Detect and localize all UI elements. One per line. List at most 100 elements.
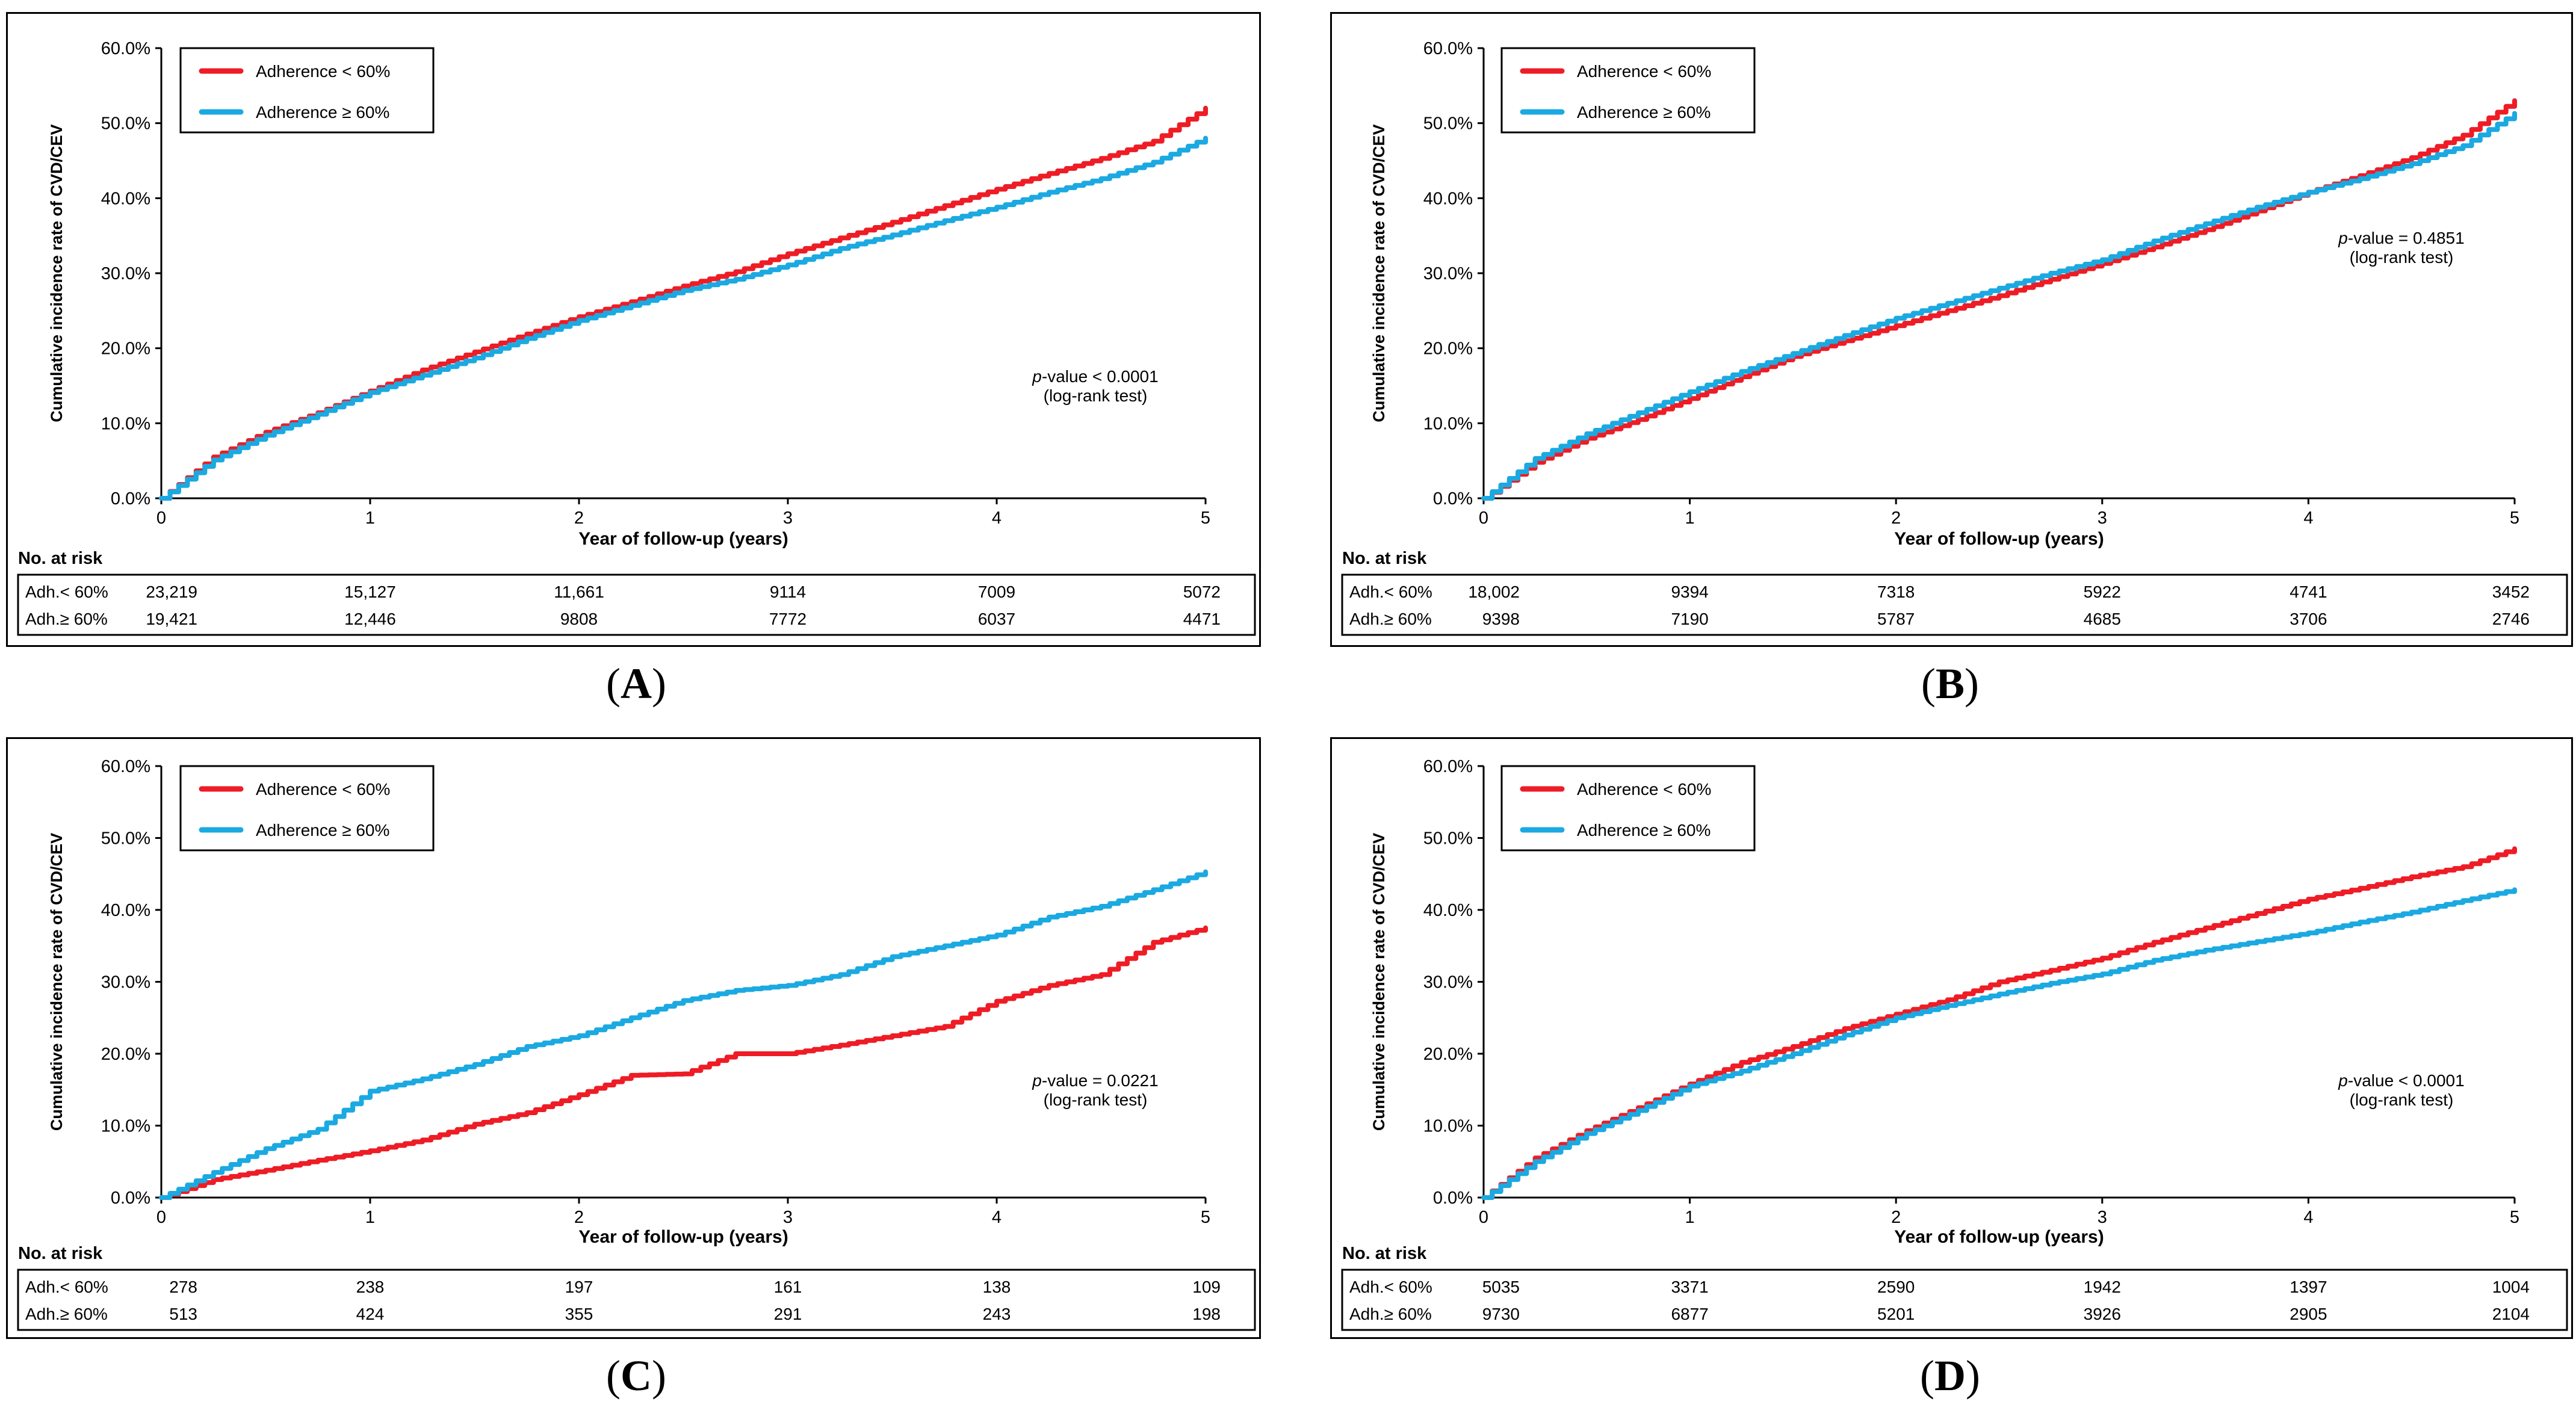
risk-table-box: [1341, 574, 2568, 636]
legend-label: Adherence < 60%: [1577, 780, 1711, 799]
x-tick-label: 0: [1479, 1208, 1488, 1227]
x-tick-label: 0: [1479, 509, 1488, 528]
x-tick-label: 5: [1201, 1208, 1210, 1227]
risk-value: 161: [774, 1278, 802, 1296]
legend-label: Adherence ≥ 60%: [256, 103, 389, 122]
risk-value: 7009: [978, 583, 1015, 601]
legend-box: [179, 47, 435, 134]
risk-table-box: [17, 574, 1256, 636]
risk-table-box: [1341, 1269, 2568, 1331]
risk-value: 9808: [560, 610, 598, 628]
risk-value: 138: [983, 1278, 1011, 1296]
series-line-adherence-ge-60: [1481, 111, 2517, 501]
risk-value: 4685: [2084, 610, 2121, 628]
x-tick-label: 3: [783, 509, 793, 528]
risk-value: 7772: [769, 610, 807, 628]
y-tick-label: 60.0%: [101, 39, 150, 58]
series-line-adherence-ge-60: [159, 135, 1208, 501]
legend-box: [179, 765, 435, 852]
risk-value: 9398: [1482, 610, 1520, 628]
y-axis-title: Cumulative incidence rate of CVD/CEV: [48, 124, 66, 422]
risk-row-label: Adh.≥ 60%: [25, 1305, 108, 1323]
chart-b: 0.0%10.0%20.0%30.0%40.0%50.0%60.0%0 1 2 3 4 5…: [1341, 39, 2568, 636]
risk-value: 513: [169, 1305, 197, 1323]
log-rank-note: (log-rank test): [1044, 1090, 1148, 1109]
risk-row-label: Adh.< 60%: [1349, 1278, 1432, 1296]
risk-value: 2590: [1877, 1278, 1915, 1296]
legend-label: Adherence < 60%: [256, 780, 390, 799]
series-line-adherence-ge-60: [1481, 887, 2517, 1200]
risk-value: 5787: [1877, 610, 1915, 628]
x-axis-title: Year of follow-up (years): [1894, 1227, 2104, 1247]
y-tick-label: 0.0%: [111, 1189, 150, 1208]
risk-value: 3371: [1671, 1278, 1708, 1296]
y-tick-label: 40.0%: [101, 189, 150, 208]
risk-value: 238: [356, 1278, 385, 1296]
legend-box: [1500, 765, 1756, 852]
legend-label: Adherence ≥ 60%: [256, 821, 389, 839]
risk-value: 12,446: [344, 610, 396, 628]
y-tick-label: 50.0%: [1423, 114, 1473, 134]
x-tick-label: 5: [2510, 509, 2519, 528]
y-tick-label: 20.0%: [101, 339, 150, 359]
risk-value: 19,421: [146, 610, 197, 628]
risk-value: 5922: [2084, 583, 2121, 601]
risk-table-title: No. at risk: [1342, 549, 1427, 568]
legend-box: [1500, 47, 1756, 134]
risk-value: 197: [565, 1278, 593, 1296]
panel-label-c: (C): [606, 1352, 666, 1400]
log-rank-note: (log-rank test): [2350, 248, 2454, 267]
risk-value: 355: [565, 1305, 593, 1323]
x-tick-label: 2: [1891, 1208, 1901, 1227]
risk-value: 109: [1192, 1278, 1221, 1296]
risk-value: 9394: [1671, 583, 1708, 601]
risk-value: 6877: [1671, 1305, 1708, 1323]
x-axis-title: Year of follow-up (years): [1894, 529, 2104, 549]
panel-label-b: (B): [1921, 660, 1979, 708]
p-value-annotation: p-value = 0.0221: [1032, 1071, 1158, 1090]
x-tick-label: 0: [156, 1208, 166, 1227]
y-tick-label: 10.0%: [1423, 414, 1473, 433]
y-tick-label: 50.0%: [101, 829, 150, 849]
risk-value: 18,002: [1468, 583, 1520, 601]
y-tick-label: 40.0%: [101, 901, 150, 920]
risk-value: 2104: [2492, 1305, 2530, 1323]
risk-value: 7190: [1671, 610, 1708, 628]
x-tick-label: 4: [992, 1208, 1002, 1227]
x-tick-label: 1: [1685, 509, 1695, 528]
risk-value: 5035: [1482, 1278, 1520, 1296]
x-tick-label: 2: [1891, 509, 1901, 528]
x-tick-label: 3: [2098, 509, 2107, 528]
x-axis-title: Year of follow-up (years): [578, 529, 788, 549]
risk-value: 2746: [2492, 610, 2530, 628]
risk-table-title: No. at risk: [18, 549, 103, 568]
x-tick-label: 5: [2510, 1208, 2519, 1227]
log-rank-note: (log-rank test): [2350, 1090, 2454, 1109]
risk-value: 4471: [1183, 610, 1221, 628]
risk-table-title: No. at risk: [18, 1244, 103, 1263]
risk-value: 243: [983, 1305, 1011, 1323]
risk-value: 278: [169, 1278, 197, 1296]
risk-value: 1004: [2492, 1278, 2530, 1296]
series-line-adherence-lt-60: [1481, 846, 2517, 1200]
x-tick-label: 1: [365, 1208, 375, 1227]
y-tick-label: 30.0%: [1423, 264, 1473, 283]
risk-row-label: Adh.≥ 60%: [25, 610, 108, 628]
risk-value: 3706: [2290, 610, 2327, 628]
x-tick-label: 4: [992, 509, 1002, 528]
series-line-adherence-lt-60: [159, 925, 1208, 1200]
y-tick-label: 20.0%: [1423, 1045, 1473, 1064]
x-tick-label: 3: [2098, 1208, 2107, 1227]
y-tick-label: 10.0%: [1423, 1117, 1473, 1136]
risk-row-label: Adh.≥ 60%: [1349, 1305, 1432, 1323]
risk-value: 3452: [2492, 583, 2530, 601]
risk-table-box: [17, 1269, 1256, 1331]
p-value-annotation: p-value < 0.0001: [2338, 1071, 2464, 1090]
y-axis-title: Cumulative incidence rate of CVD/CEV: [1370, 833, 1388, 1131]
risk-value: 1397: [2290, 1278, 2327, 1296]
risk-value: 1942: [2084, 1278, 2121, 1296]
series-line-adherence-lt-60: [159, 105, 1208, 501]
y-tick-label: 50.0%: [101, 114, 150, 134]
series-line-adherence-ge-60: [159, 869, 1208, 1200]
risk-row-label: Adh.< 60%: [25, 583, 108, 601]
